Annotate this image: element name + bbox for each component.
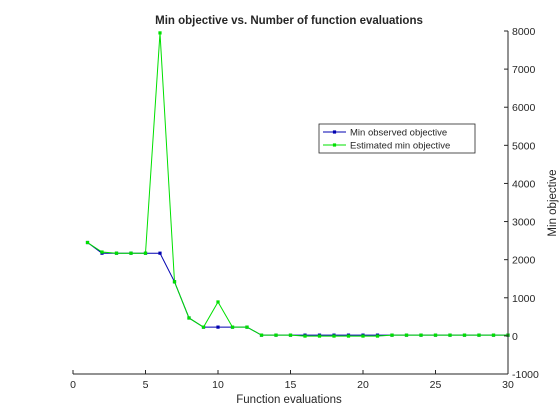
data-point — [201, 325, 206, 329]
plot-area — [73, 31, 510, 374]
data-point — [259, 333, 264, 337]
data-point — [143, 251, 148, 255]
x-tick-label: 30 — [502, 379, 514, 391]
data-point — [158, 31, 162, 35]
legend-marker — [332, 143, 337, 147]
legend-marker — [332, 130, 337, 134]
x-axis: 0 5 10 15 20 25 30 — [70, 370, 514, 391]
x-tick-label: 10 — [212, 379, 224, 391]
legend-entry-label: Estimated min objective — [350, 141, 450, 152]
data-point — [274, 333, 278, 337]
plot-background — [73, 31, 508, 374]
data-point — [245, 325, 249, 329]
data-point — [419, 333, 423, 337]
y-tick-label: 1000 — [512, 293, 536, 305]
data-point — [477, 333, 481, 337]
data-point — [390, 333, 394, 337]
x-axis-label: Function evaluations — [236, 394, 342, 406]
data-point — [303, 334, 307, 338]
data-point — [187, 316, 191, 320]
data-point — [129, 251, 133, 255]
data-point — [433, 333, 438, 337]
data-point — [462, 333, 467, 337]
data-point — [100, 250, 104, 254]
y-tick-label: 4000 — [512, 178, 536, 190]
chart-title: Min objective vs. Number of function eva… — [155, 15, 423, 27]
data-point — [491, 333, 496, 337]
x-tick-label: 15 — [285, 379, 297, 391]
data-point — [448, 333, 452, 337]
legend[interactable]: Min observed objective Estimated min obje… — [318, 123, 476, 154]
y-tick-label: 2000 — [512, 255, 536, 267]
data-point — [114, 251, 119, 255]
data-point — [216, 300, 220, 304]
data-point — [230, 325, 235, 329]
y-tick-label: 6000 — [512, 102, 536, 114]
y-tick-label: 3000 — [512, 217, 536, 229]
y-tick-label: 0 — [512, 331, 518, 343]
data-point — [404, 333, 409, 337]
data-point — [172, 280, 177, 284]
legend-entry-label: Min observed objective — [350, 128, 447, 139]
data-point — [346, 334, 351, 338]
y-tick-label: 8000 — [512, 26, 536, 38]
x-tick-label: 0 — [70, 379, 76, 391]
x-tick-label: 20 — [357, 379, 369, 391]
y-axis: -1000 0 1000 2000 3000 4000 5000 6000 7000 8000 — [504, 26, 539, 381]
y-tick-label: 7000 — [512, 64, 536, 76]
data-point — [332, 334, 336, 338]
data-point — [361, 334, 365, 338]
data-point — [216, 325, 220, 329]
y-axis-label: Min objective — [547, 169, 559, 236]
data-point — [317, 334, 322, 338]
x-tick-label: 25 — [430, 379, 442, 391]
data-point — [375, 334, 380, 338]
y-tick-label: -1000 — [512, 369, 539, 381]
data-point — [85, 240, 90, 245]
data-point — [158, 251, 162, 255]
x-tick-label: 5 — [143, 379, 149, 391]
y-tick-label: 5000 — [512, 140, 536, 152]
series-line — [87, 32, 508, 337]
data-point — [288, 333, 293, 337]
legend-box — [318, 123, 476, 154]
